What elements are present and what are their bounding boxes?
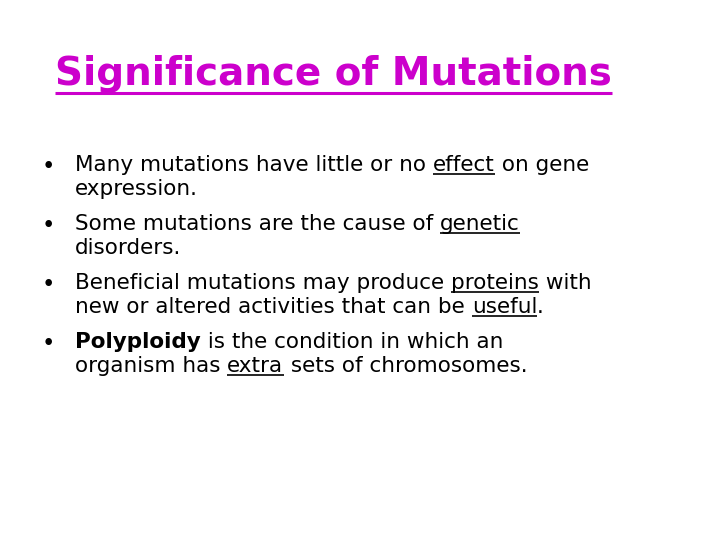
Text: •: • [42, 332, 55, 355]
Text: proteins: proteins [451, 273, 539, 293]
Text: effect: effect [433, 155, 495, 175]
Text: new or altered activities that can be: new or altered activities that can be [75, 297, 472, 317]
Text: genetic: genetic [440, 214, 520, 234]
Text: organism has: organism has [75, 356, 228, 376]
Text: sets of chromosomes.: sets of chromosomes. [284, 356, 527, 376]
Text: Beneficial mutations may produce: Beneficial mutations may produce [75, 273, 451, 293]
Text: Some mutations are the cause of: Some mutations are the cause of [75, 214, 440, 234]
Text: disorders.: disorders. [75, 238, 181, 258]
Text: •: • [42, 214, 55, 237]
Text: extra: extra [228, 356, 284, 376]
Text: with: with [539, 273, 592, 293]
Text: expression.: expression. [75, 179, 198, 199]
Text: •: • [42, 155, 55, 178]
Text: is the condition in which an: is the condition in which an [201, 332, 503, 352]
Text: •: • [42, 273, 55, 296]
Text: .: . [537, 297, 544, 317]
Text: on gene: on gene [495, 155, 589, 175]
Text: Polyploidy: Polyploidy [75, 332, 201, 352]
Text: useful: useful [472, 297, 537, 317]
Text: Significance of Mutations: Significance of Mutations [55, 55, 612, 93]
Text: Many mutations have little or no: Many mutations have little or no [75, 155, 433, 175]
